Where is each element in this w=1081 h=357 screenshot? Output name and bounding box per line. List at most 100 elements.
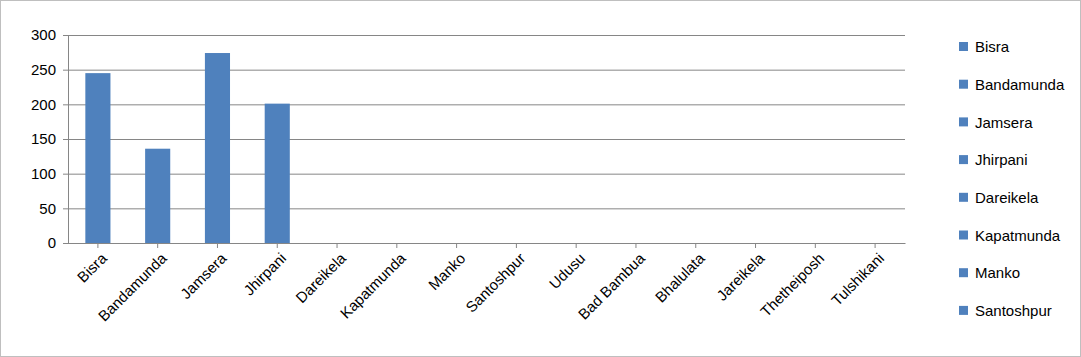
y-axis-line <box>68 36 69 244</box>
x-tick-mark <box>97 243 98 248</box>
y-axis: 0 50 100 150 200 250 300 <box>31 26 69 251</box>
legend-item: Bisra <box>959 38 1010 55</box>
x-tick-label: Jhirpani <box>240 249 289 298</box>
bar <box>444 243 469 244</box>
y-tick: 100 <box>31 165 68 182</box>
x-tick-mark <box>815 243 816 248</box>
legend-swatch <box>959 193 968 202</box>
bar <box>265 104 290 243</box>
x-tick-label: Kapatmunda <box>337 249 410 322</box>
x-tick: Bisra <box>74 243 111 286</box>
legend-label: Bandamunda <box>975 76 1065 93</box>
x-tick: Santoshpur <box>462 243 528 316</box>
legend-label: Jamsera <box>975 114 1033 131</box>
y-tick-mark <box>63 243 68 244</box>
bar <box>85 73 110 243</box>
legend-label: Manko <box>975 264 1020 281</box>
legend-swatch <box>959 155 968 164</box>
bar <box>564 243 589 244</box>
legend-label: Jhirpani <box>975 151 1028 168</box>
x-tick-label: Udusu <box>546 249 589 292</box>
legend-item: Jamsera <box>959 114 1033 131</box>
y-tick-label: 100 <box>31 165 56 182</box>
legend-label: Dareikela <box>975 189 1039 206</box>
y-tick: 200 <box>31 96 68 113</box>
x-tick-mark <box>396 243 397 248</box>
x-tick-mark <box>755 243 756 248</box>
x-tick-label: Dareikela <box>292 249 349 306</box>
chart-border <box>1 1 1081 357</box>
x-tick-label: Tulshikani <box>828 249 887 308</box>
bar <box>683 243 708 244</box>
legend-item: Dareikela <box>959 189 1039 206</box>
bar <box>623 243 648 244</box>
y-tick: 50 <box>39 200 68 217</box>
x-tick-mark <box>576 243 577 248</box>
legend-swatch <box>959 231 968 240</box>
grid-line <box>68 208 905 209</box>
x-tick: Dareikela <box>292 243 349 306</box>
y-tick-label: 50 <box>39 200 56 217</box>
y-tick-mark <box>63 208 68 209</box>
y-tick-label: 300 <box>31 26 56 43</box>
bar <box>384 243 409 244</box>
y-tick-label: 0 <box>48 234 56 251</box>
grid-line <box>68 139 905 140</box>
y-tick: 0 <box>48 234 68 251</box>
x-tick-label: Bhalulata <box>652 249 709 306</box>
bars <box>85 53 289 243</box>
y-tick-label: 150 <box>31 130 56 147</box>
x-tick: Udusu <box>546 243 589 292</box>
legend-label: Kapatmunda <box>975 227 1061 244</box>
legend-item: Bandamunda <box>959 76 1065 93</box>
legend-label: Santoshpur <box>975 302 1052 319</box>
y-tick-mark <box>63 139 68 140</box>
x-tick-mark <box>875 243 876 248</box>
grid-line <box>68 104 905 105</box>
y-tick-mark <box>63 70 68 71</box>
x-tick-label: Bandamunda <box>95 249 171 325</box>
x-tick-label: Jareikela <box>713 249 768 304</box>
x-tick: Bandamunda <box>95 243 171 324</box>
chart: 050100150200250300BisraBandamundaJamsera… <box>0 0 1081 357</box>
y-tick-mark <box>63 174 68 175</box>
grid-line <box>68 70 905 71</box>
x-tick-label: Manko <box>425 249 469 293</box>
x-tick-label: Bisra <box>74 249 111 286</box>
legend-swatch <box>959 117 968 126</box>
legend-label: Bisra <box>975 38 1010 55</box>
x-tick: Bad Bambua <box>575 243 649 323</box>
y-tick-mark <box>63 35 68 36</box>
grid-line <box>68 35 905 36</box>
bar <box>205 53 230 243</box>
bar <box>324 243 349 244</box>
grid <box>68 36 905 244</box>
bar <box>803 243 828 244</box>
x-tick-mark <box>635 243 636 248</box>
plot: 0 50 100 150 200 250 300 BisraBandamundaJamsera… <box>31 26 906 324</box>
legend-item: Jhirpani <box>959 151 1028 168</box>
y-tick-label: 250 <box>31 61 56 78</box>
grid-line <box>68 243 905 244</box>
x-tick-label: Santoshpur <box>462 249 528 315</box>
x-tick-label: Bad Bambua <box>575 249 649 323</box>
x-tick-mark <box>516 243 517 248</box>
x-tick-label: Thetheiposh <box>757 249 827 319</box>
x-tick-mark <box>695 243 696 248</box>
x-tick: Manko <box>425 243 469 293</box>
y-tick: 150 <box>31 130 68 147</box>
x-tick-mark <box>157 243 158 248</box>
x-tick: Bhalulata <box>652 243 709 306</box>
legend-item: Santoshpur <box>959 302 1052 319</box>
legend-item: Manko <box>959 264 1020 281</box>
x-tick-mark <box>217 243 218 248</box>
x-axis-line <box>69 243 906 244</box>
x-tick: Jhirpani <box>240 243 289 299</box>
x-tick-mark <box>456 243 457 248</box>
x-tick: Thetheiposh <box>757 243 827 320</box>
grid-line <box>68 174 905 175</box>
x-tick: Jamsera <box>177 243 230 302</box>
x-tick: Tulshikani <box>828 243 887 309</box>
x-tick: Kapatmunda <box>337 243 410 322</box>
legend: Bisra Bandamunda Jamsera Jhirpani Dareikela K… <box>959 38 1065 319</box>
